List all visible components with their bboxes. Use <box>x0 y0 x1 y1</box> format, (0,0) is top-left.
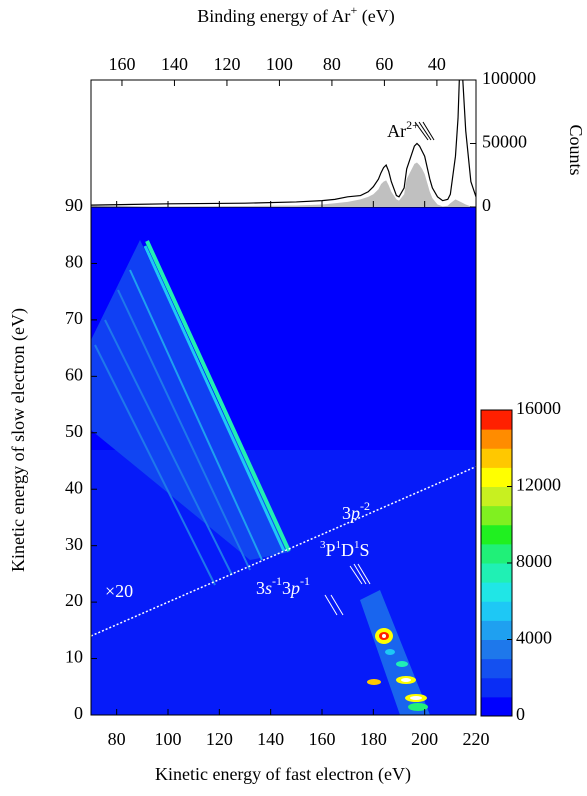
y-tick-label: 50 <box>65 421 83 441</box>
annotation: ×20 <box>105 581 133 601</box>
colorbar-tick-label: 8000 <box>516 551 552 571</box>
y-tick-label: 30 <box>65 534 83 554</box>
colorbar-tick-label: 0 <box>516 704 525 724</box>
y-tick-label: 0 <box>482 195 491 215</box>
x2-tick-label: 40 <box>428 54 446 74</box>
annotation: 3P1D1S <box>320 539 370 561</box>
colorbar-swatch <box>481 639 512 660</box>
annotation: Ar2+ <box>387 118 419 141</box>
colorbar-swatch <box>481 524 512 545</box>
y-tick-label: 100000 <box>482 68 536 88</box>
colorbar-swatch <box>481 677 512 698</box>
x-tick-label: 180 <box>360 729 387 749</box>
x-tick-label: 200 <box>411 729 438 749</box>
colorbar-swatch <box>481 505 512 526</box>
colorbar-swatch <box>481 486 512 507</box>
annotation: 3s-13p-1 <box>256 574 310 598</box>
y-tick-label: 40 <box>65 477 83 497</box>
plot-frame <box>90 79 477 716</box>
colorbar-swatch <box>481 696 512 717</box>
colorbar-tick-label: 4000 <box>516 628 552 648</box>
x-tick-label: 220 <box>463 729 490 749</box>
colorbar-swatch <box>481 543 512 564</box>
colorbar-tick-label: 16000 <box>516 398 561 418</box>
y-tick-label: 50000 <box>482 132 527 152</box>
x2-label: Binding energy of Ar+ (eV) <box>197 3 394 27</box>
x2-tick-label: 100 <box>266 54 293 74</box>
colorbar-swatch <box>481 429 512 449</box>
line <box>91 80 476 206</box>
y-tick-label: 80 <box>65 252 83 272</box>
x-tick-label: 140 <box>257 729 284 749</box>
y-tick-label: 90 <box>65 195 83 215</box>
heatmap <box>91 207 476 715</box>
y-tick-label: 20 <box>65 590 83 610</box>
colorbar-swatch <box>481 620 512 640</box>
spectrum <box>91 80 476 207</box>
y-tick-label: 60 <box>65 364 83 384</box>
colorbar-swatch <box>481 582 512 602</box>
annotation: 3p-2 <box>342 499 370 523</box>
x-tick-label: 100 <box>155 729 182 749</box>
y-label: Kinetic energy of slow electron (eV) <box>8 308 29 572</box>
y-tick-label: 0 <box>74 703 83 723</box>
area <box>91 162 476 207</box>
colorbar-swatch <box>481 448 512 468</box>
x-label: Kinetic energy of fast electron (eV) <box>155 764 411 785</box>
x2-tick-label: 120 <box>213 54 240 74</box>
x-tick-label: 160 <box>309 729 336 749</box>
x-tick-label: 120 <box>206 729 233 749</box>
colorbar-swatch <box>481 410 512 430</box>
y-tick-label: 10 <box>65 647 83 667</box>
x2-tick-label: 60 <box>375 54 393 74</box>
y-label: Counts <box>566 124 586 175</box>
y-tick-label: 70 <box>65 308 83 328</box>
x-tick-label: 80 <box>108 729 126 749</box>
colorbar-swatch <box>481 563 512 583</box>
colorbar-swatch <box>481 658 512 679</box>
colorbar-tick-label: 12000 <box>516 475 561 495</box>
colorbar-swatch <box>481 601 512 621</box>
x2-tick-label: 80 <box>323 54 341 74</box>
colorbar-swatch <box>481 467 512 487</box>
x2-tick-label: 140 <box>161 54 188 74</box>
x2-tick-label: 160 <box>108 54 135 74</box>
